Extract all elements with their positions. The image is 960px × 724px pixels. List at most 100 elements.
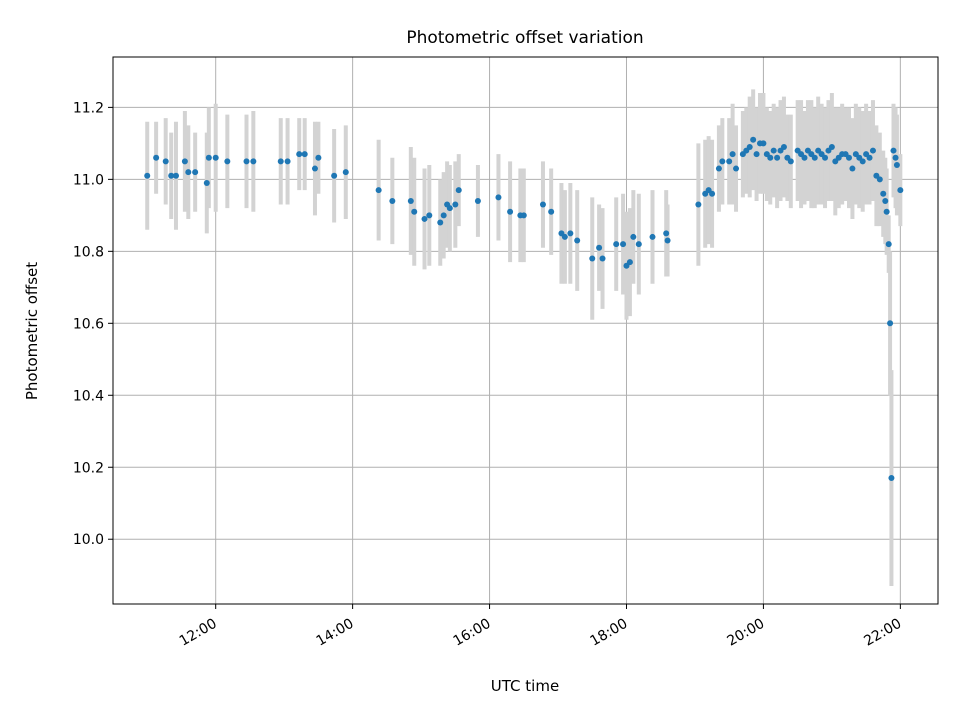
data-point (203, 179, 210, 186)
data-point (733, 165, 740, 172)
plot-frame (112, 56, 939, 605)
data-point (663, 230, 670, 237)
data-point (866, 154, 873, 161)
chart-title: Photometric offset variation (406, 28, 643, 48)
data-point (883, 208, 890, 215)
data-point (243, 158, 250, 165)
data-point (774, 154, 781, 161)
data-point (539, 201, 546, 208)
data-point (426, 212, 433, 219)
data-point (715, 165, 722, 172)
data-point (664, 237, 671, 244)
data-point (181, 158, 188, 165)
data-point (205, 154, 212, 161)
data-point (407, 197, 414, 204)
data-point (277, 158, 284, 165)
data-point (437, 219, 444, 226)
data-point (172, 172, 179, 179)
data-point (729, 151, 736, 158)
data-point (822, 154, 829, 161)
data-point (849, 165, 856, 172)
data-point (421, 215, 428, 222)
data-point (331, 172, 338, 179)
data-point (770, 147, 777, 154)
data-point (567, 230, 574, 237)
data-point (750, 136, 757, 143)
data-points (144, 136, 904, 482)
data-point (760, 140, 767, 147)
data-point (845, 154, 852, 161)
data-point (890, 147, 897, 154)
data-point (507, 208, 514, 215)
data-point (224, 158, 231, 165)
data-point (455, 187, 462, 194)
data-point (869, 147, 876, 154)
data-point (613, 241, 620, 248)
data-point (780, 143, 787, 150)
data-point (767, 154, 774, 161)
data-point (144, 172, 151, 179)
data-point (882, 197, 889, 204)
data-point (630, 233, 637, 240)
data-point (859, 158, 866, 165)
y-axis-ticks: 10.0 10.2 10.4 10.6 10.8 11.0 11.2 (73, 100, 113, 548)
data-point (887, 320, 894, 327)
data-point (635, 241, 642, 248)
y-tick-label: 11.0 (73, 172, 104, 188)
data-point (649, 233, 656, 240)
data-point (876, 176, 883, 183)
y-tick-label: 10.6 (73, 316, 104, 332)
data-point (212, 154, 219, 161)
data-point (709, 190, 716, 197)
data-point (162, 158, 169, 165)
data-point (561, 233, 568, 240)
data-point (801, 154, 808, 161)
y-tick-label: 10.2 (73, 460, 104, 476)
y-tick-label: 11.2 (73, 100, 104, 116)
data-point (548, 208, 555, 215)
data-point (589, 255, 596, 262)
data-point (474, 197, 481, 204)
data-point (284, 158, 291, 165)
x-axis-label: UTC time (491, 677, 559, 695)
y-tick-label: 10.0 (73, 532, 104, 548)
y-axis-label: Photometric offset (23, 262, 41, 400)
data-point (296, 151, 303, 158)
data-point (574, 237, 581, 244)
data-point (787, 158, 794, 165)
data-point (726, 158, 733, 165)
data-point (753, 151, 760, 158)
data-point (888, 475, 895, 482)
data-point (746, 143, 753, 150)
data-point (375, 187, 382, 194)
data-point (452, 201, 459, 208)
data-point (626, 259, 633, 266)
data-point (192, 169, 199, 176)
y-tick-label: 10.4 (73, 388, 104, 404)
data-point (811, 154, 818, 161)
data-point (342, 169, 349, 176)
data-point (885, 241, 892, 248)
data-point (315, 154, 322, 161)
data-point (880, 190, 887, 197)
data-point (620, 241, 627, 248)
data-point (311, 165, 318, 172)
data-point (897, 187, 904, 194)
data-point (301, 151, 308, 158)
data-point (695, 201, 702, 208)
y-tick-label: 10.8 (73, 244, 104, 260)
data-point (719, 158, 726, 165)
data-point (168, 172, 175, 179)
data-point (828, 143, 835, 150)
data-point (411, 208, 418, 215)
data-point (153, 154, 160, 161)
data-point (440, 212, 447, 219)
data-point (520, 212, 527, 219)
data-point (892, 154, 899, 161)
data-point (250, 158, 257, 165)
data-point (446, 205, 453, 212)
data-point (185, 169, 192, 176)
data-point (495, 194, 502, 201)
